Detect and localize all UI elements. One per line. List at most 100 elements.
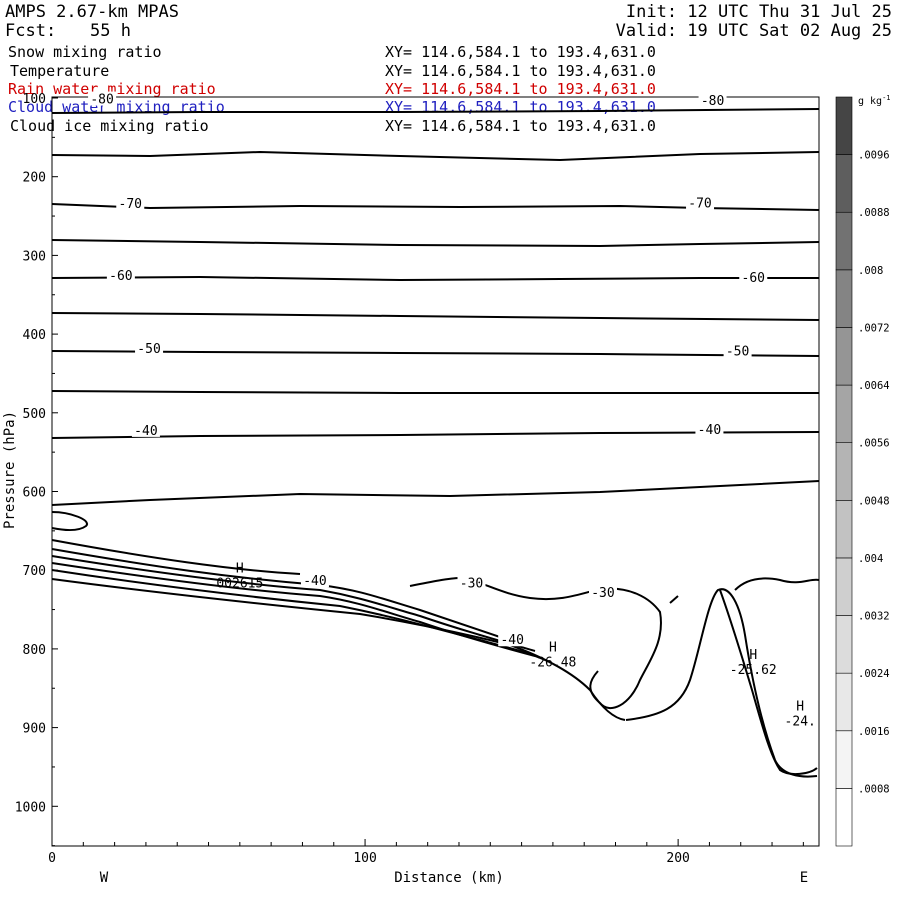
colorbar-level-label: .0048 bbox=[858, 495, 890, 507]
extremum-value: -26.48 bbox=[529, 655, 576, 670]
colorbar-level-label: .0056 bbox=[858, 438, 890, 450]
extremum-mark: H bbox=[796, 699, 804, 714]
isotherm-line bbox=[51, 539, 301, 575]
y-tick-label: 200 bbox=[23, 171, 46, 186]
field-temperature-xy: XY= 114.6,584.1 to 193.4,631.0 bbox=[385, 62, 656, 80]
colorbar-level-label: .004 bbox=[858, 553, 883, 565]
init-time: Init: 12 UTC Thu 31 Jul 25 bbox=[625, 2, 892, 22]
isotherm-label-bg bbox=[300, 573, 329, 588]
extremum-value: 002615 bbox=[216, 577, 263, 592]
isotherm-label-bg bbox=[106, 267, 135, 282]
colorbar-segment bbox=[835, 442, 853, 501]
isotherm-label: -70 bbox=[688, 196, 711, 211]
y-tick-label: 500 bbox=[23, 407, 46, 422]
isotherm-label: -30 bbox=[460, 577, 483, 592]
isotherm-label-bg bbox=[695, 422, 724, 437]
isotherm-line bbox=[51, 150, 820, 162]
y-tick-label: 800 bbox=[23, 643, 46, 658]
y-axis-label: Pressure (hPa) bbox=[2, 411, 18, 529]
colorbar-segment bbox=[835, 615, 853, 674]
forecast-label: Fcst: bbox=[5, 21, 57, 41]
colorbar-segment bbox=[835, 557, 853, 616]
y-tick-label: 400 bbox=[23, 328, 46, 343]
isotherm-label-bg bbox=[116, 196, 145, 211]
isotherm-label-bg bbox=[88, 91, 117, 106]
colorbar-segment bbox=[835, 788, 853, 847]
colorbar-level-label: .0064 bbox=[858, 380, 890, 392]
isotherm-line bbox=[51, 108, 820, 114]
isotherm-line bbox=[734, 577, 820, 591]
colorbar-unit: g kg-1 bbox=[858, 94, 891, 107]
contour-labels: -80 -80 -70 -70 -60 -60 -50 -50 -40 -40 -40 -40 -30 -… bbox=[88, 91, 816, 729]
field-temperature-name: Temperature bbox=[10, 62, 110, 80]
isotherm-line bbox=[51, 350, 820, 357]
y-tick-label: 900 bbox=[23, 722, 46, 737]
x-tick-label: 200 bbox=[666, 851, 689, 866]
x-tick-label: 0 bbox=[48, 851, 56, 866]
model-title: AMPS 2.67-km MPAS bbox=[5, 2, 179, 22]
colorbar-level-label: .0088 bbox=[858, 207, 890, 219]
isotherm-label: -30 bbox=[591, 586, 614, 601]
isotherm-label-bg bbox=[498, 632, 527, 647]
extremum-value: -25.62 bbox=[730, 663, 777, 678]
colorbar-level-label: .008 bbox=[858, 265, 883, 277]
isotherm-line bbox=[625, 588, 818, 778]
colorbar-segment bbox=[835, 96, 853, 155]
isotherm-label-bg bbox=[739, 270, 768, 285]
isotherm-label: -70 bbox=[119, 197, 142, 212]
isotherm-line bbox=[51, 480, 820, 506]
isotherm-line bbox=[51, 312, 820, 321]
field-snow-name: Snow mixing ratio bbox=[8, 43, 162, 61]
isotherm-label: -50 bbox=[726, 344, 749, 359]
isotherm-line bbox=[51, 275, 819, 282]
y-tick-label: 600 bbox=[23, 486, 46, 501]
isotherm-label-bg bbox=[457, 575, 486, 590]
colorbar-segment bbox=[835, 211, 853, 271]
isotherm-label-bg bbox=[686, 195, 715, 210]
isotherm-line bbox=[409, 576, 662, 709]
x-axis-west-label: W bbox=[100, 870, 109, 886]
isotherm-line bbox=[51, 548, 501, 638]
y-tick-label: 700 bbox=[23, 564, 46, 579]
field-rain-name: Rain water mixing ratio bbox=[8, 80, 216, 98]
colorbar: .0008 .0016 .0024 .0032 .004 .0048 .0056 .0064.… bbox=[835, 96, 890, 847]
isotherm-label-bg bbox=[723, 343, 752, 358]
colorbar-segment bbox=[835, 730, 853, 789]
colorbar-level-label: .0016 bbox=[858, 726, 890, 738]
extremum-mark: H bbox=[236, 562, 244, 577]
isotherm-line bbox=[51, 555, 536, 652]
isotherm-line bbox=[51, 511, 88, 531]
isotherm-label: -40 bbox=[500, 633, 523, 648]
isotherm-label: -50 bbox=[137, 342, 160, 357]
valid-time: Valid: 19 UTC Sat 02 Aug 25 bbox=[615, 21, 892, 41]
x-tick-label: 100 bbox=[353, 851, 376, 866]
isotherm-line bbox=[51, 390, 819, 394]
colorbar-segment bbox=[835, 154, 853, 213]
isotherm-label: -40 bbox=[134, 424, 157, 439]
isotherm-label-bg bbox=[588, 585, 617, 600]
y-tick-label: 100 bbox=[23, 92, 46, 107]
isotherm-label: -80 bbox=[90, 93, 113, 108]
y-tick-label: 300 bbox=[23, 249, 46, 264]
colorbar-level-label: .0096 bbox=[858, 150, 890, 162]
colorbar-segment bbox=[835, 269, 853, 328]
x-axis-east-label: E bbox=[800, 870, 808, 886]
isotherm-label: -80 bbox=[701, 94, 724, 109]
isotherm-label: -60 bbox=[742, 271, 765, 286]
isotherm-label-bg bbox=[698, 93, 727, 108]
colorbar-level-label: .0072 bbox=[858, 322, 890, 334]
forecast-hour: 55 h bbox=[90, 21, 131, 41]
isotherm-label-bg bbox=[131, 422, 160, 437]
colorbar-level-label: .0032 bbox=[858, 611, 890, 623]
extremum-value: -24. bbox=[785, 714, 816, 729]
colorbar-level-label: .0008 bbox=[858, 783, 890, 795]
isotherm-label-bg bbox=[135, 341, 164, 356]
field-cloud-ice-xy: XY= 114.6,584.1 to 193.4,631.0 bbox=[385, 117, 656, 135]
isotherm-line bbox=[669, 595, 679, 604]
colorbar-level-label: .0024 bbox=[858, 668, 890, 680]
isotherm-label: -40 bbox=[303, 574, 326, 589]
colorbar-segment bbox=[835, 672, 853, 732]
field-rain-xy: XY= 114.6,584.1 to 193.4,631.0 bbox=[385, 80, 656, 98]
plot-frame bbox=[51, 96, 820, 847]
